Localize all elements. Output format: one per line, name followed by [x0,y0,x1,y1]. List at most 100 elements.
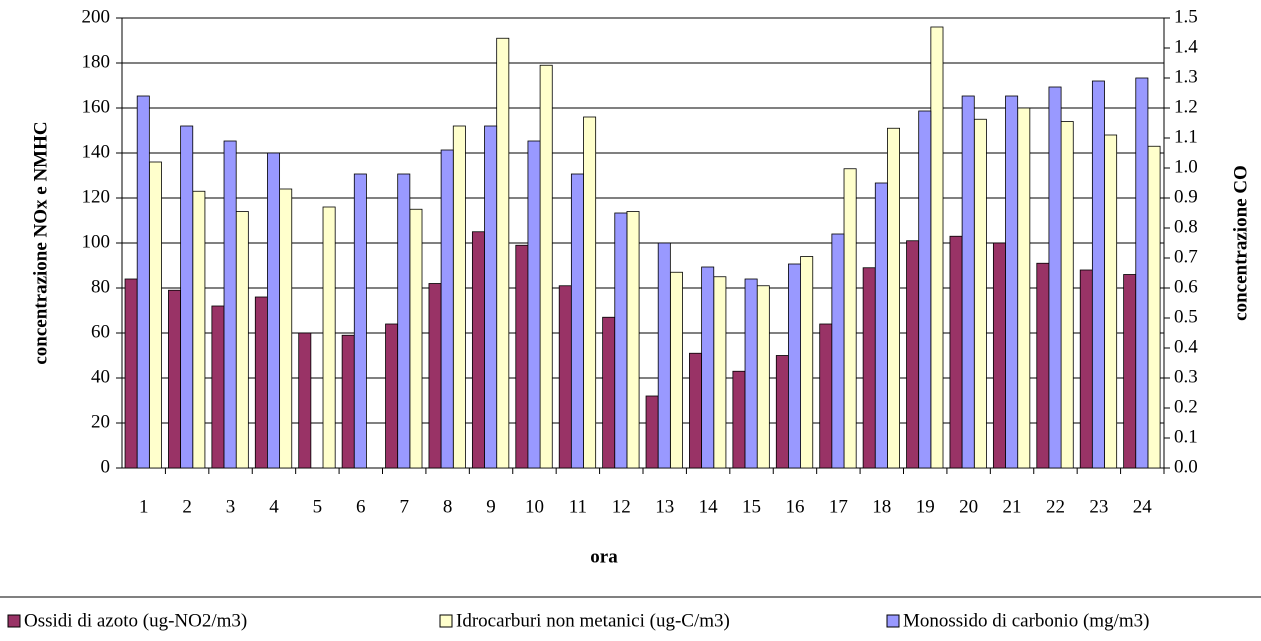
x-tick-label: 1 [139,496,149,517]
y2-tick-label: 0.4 [1174,336,1198,357]
legend-label: Idrocarburi non metanici (ug-C/m3) [456,610,730,631]
y-tick-label: 60 [91,321,110,342]
bar [713,276,727,469]
x-tick-label: 22 [1046,496,1065,517]
bar [558,285,572,469]
bar [385,323,399,469]
bar [626,211,640,469]
x-tick-label: 18 [872,496,891,517]
bar [906,240,920,469]
bar [992,242,1006,469]
y2-tick-label: 0.2 [1174,396,1198,417]
y-tick-label: 160 [82,96,111,117]
y2-tick-label: 0.1 [1174,426,1198,447]
bar [862,267,876,469]
x-tick-label: 8 [443,496,453,517]
bar [701,266,715,469]
y2-tick-label: 1.5 [1174,6,1198,27]
x-axis-title: ora [590,546,618,567]
bar [180,125,194,469]
y-tick-label: 20 [91,411,110,432]
bar [657,242,671,469]
bar [583,116,597,469]
bar [819,323,833,469]
bar [645,395,659,469]
bar [471,231,485,469]
bar [254,296,268,469]
y-axis-title: concentrazione NOx e NMHC [30,121,51,364]
bar [1091,80,1105,469]
x-tick-label: 5 [313,496,323,517]
x-tick-label: 2 [182,496,192,517]
bar [800,256,814,469]
x-tick-label: 7 [399,496,409,517]
x-tick-label: 23 [1089,496,1108,517]
bar [1036,262,1050,469]
y2-axis-title: concentrazione CO [1230,165,1251,321]
bar [496,37,510,469]
y2-tick-label: 0.7 [1174,246,1198,267]
bar [235,211,249,469]
y2-tick-label: 0.6 [1174,276,1198,297]
bar [1005,95,1019,469]
y-tick-label: 100 [82,231,111,252]
y2-tick-label: 1.0 [1174,156,1198,177]
bar [788,263,802,469]
y-tick-label: 180 [82,51,111,72]
bar [515,244,529,469]
bar [148,161,162,469]
bar [322,206,336,469]
bar [570,173,584,469]
x-tick-label: 6 [356,496,366,517]
y-tick-label: 40 [91,366,110,387]
y-tick-label: 120 [82,186,111,207]
bar [1048,86,1062,469]
bar [484,125,498,469]
bar [1060,121,1074,469]
bar [831,233,845,469]
y2-tick-label: 1.4 [1174,36,1198,57]
bar [930,26,944,469]
x-tick-label: 14 [699,496,719,517]
bar [961,95,975,469]
bar [1135,77,1149,469]
x-tick-label: 12 [612,496,631,517]
bar [918,110,932,469]
bar [428,283,442,469]
legend-swatch [439,614,453,628]
bar [353,173,367,469]
bar [689,352,703,469]
y-tick-label: 0 [101,456,111,477]
bar [843,168,857,469]
bar [1147,145,1161,469]
x-tick-label: 16 [785,496,804,517]
x-tick-label: 13 [655,496,674,517]
bar [409,208,423,469]
y2-tick-label: 1.2 [1174,96,1198,117]
x-tick-label: 24 [1133,496,1153,517]
bar [440,149,454,469]
x-tick-label: 21 [1003,496,1022,517]
y2-tick-label: 0.8 [1174,216,1198,237]
y2-tick-label: 0.9 [1174,186,1198,207]
legend-swatch [886,614,900,628]
bar [267,152,281,469]
bar [949,235,963,469]
y2-tick-label: 0.0 [1174,456,1198,477]
bar [669,271,683,469]
bar [756,285,770,469]
bar [744,278,758,469]
bar [168,289,182,469]
bar [527,140,541,469]
x-tick-label: 20 [959,496,978,517]
bar [775,355,789,469]
bar [1123,274,1137,469]
x-tick-label: 4 [269,496,279,517]
bar [452,125,466,469]
bar [397,173,411,469]
y-tick-label: 200 [82,6,111,27]
bar [887,127,900,469]
bar [602,316,616,469]
bar [279,188,293,469]
